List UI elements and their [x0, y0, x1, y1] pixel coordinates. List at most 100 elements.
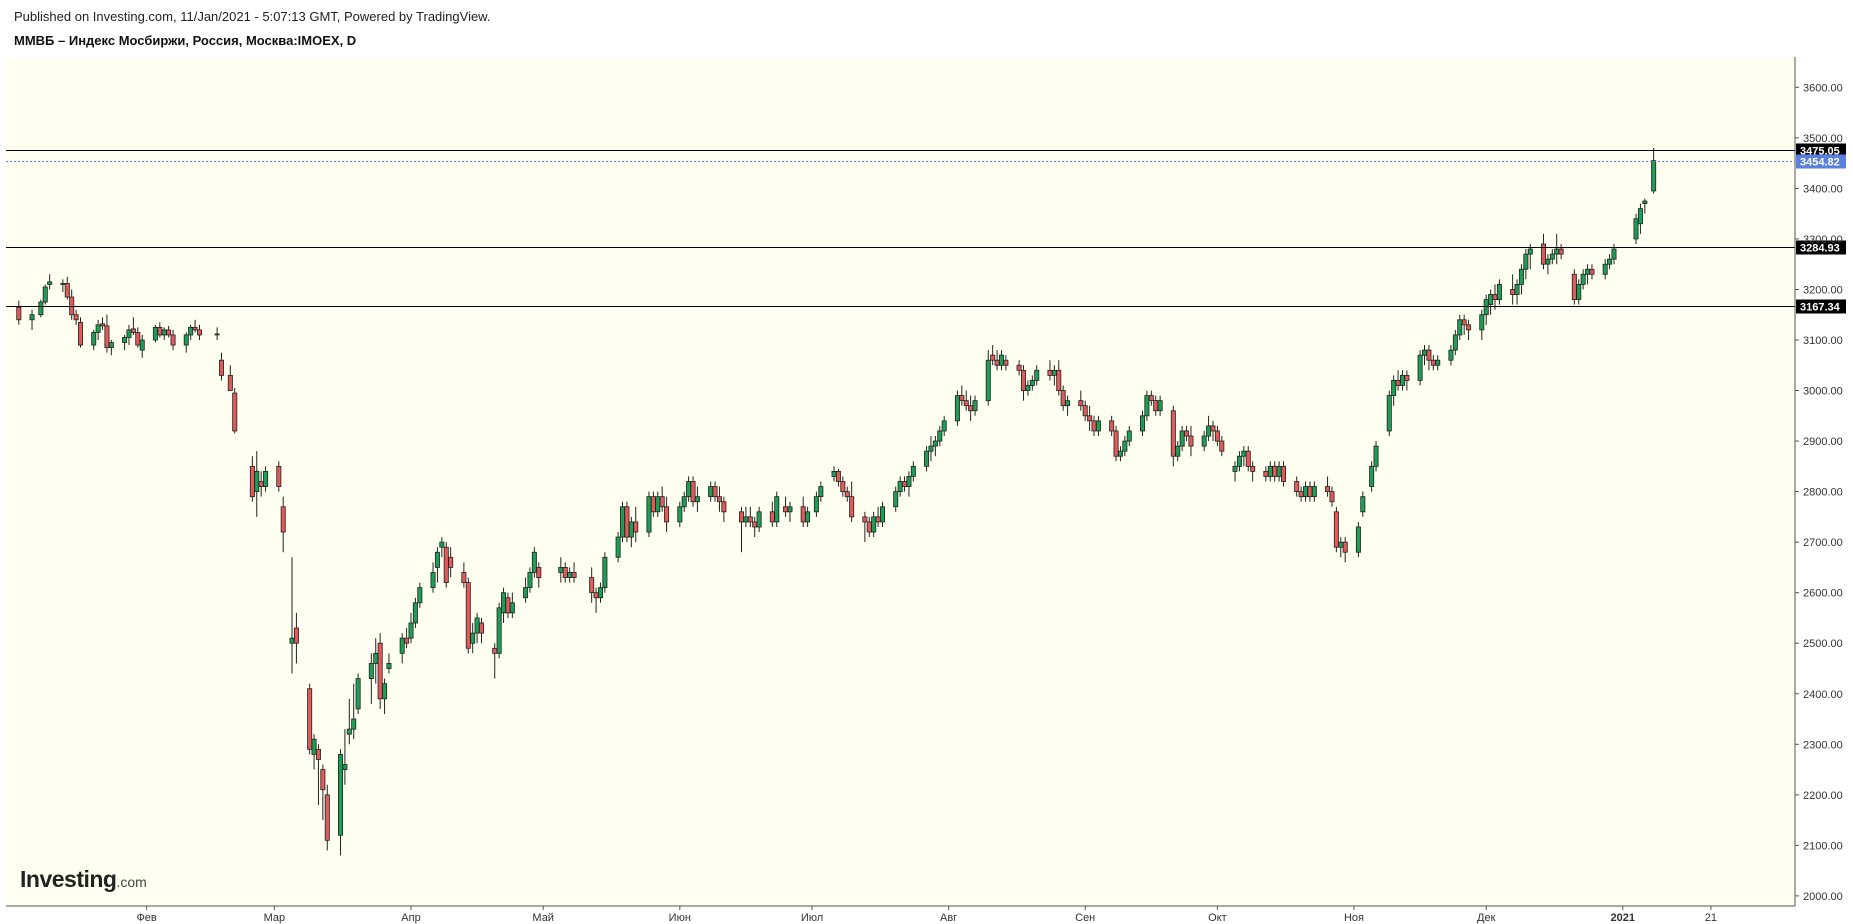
candle [1294, 476, 1300, 497]
candle-body [1034, 369, 1040, 381]
candle [227, 365, 233, 391]
candle [78, 317, 84, 348]
candle-body [800, 506, 806, 523]
candle-body [1488, 294, 1494, 306]
candle [932, 436, 938, 457]
candle-body [78, 321, 84, 346]
candle [937, 425, 943, 447]
candle [527, 567, 533, 593]
candle-body [64, 282, 70, 298]
candle [337, 749, 343, 856]
candle-body [373, 652, 379, 664]
candle-body [1355, 526, 1361, 553]
candle-body [1571, 273, 1577, 300]
candle [1148, 390, 1154, 406]
candle-body [1642, 200, 1648, 204]
candle-body [593, 592, 599, 599]
candle-body [1263, 470, 1269, 477]
candle [104, 314, 110, 353]
price-tick-label: 2500.00 [1803, 638, 1843, 650]
candle [183, 332, 189, 353]
candle [844, 486, 850, 502]
candle [1175, 441, 1181, 462]
candle [42, 284, 48, 305]
candle [1386, 390, 1392, 437]
candle-body [1514, 284, 1520, 295]
candle-body [1386, 395, 1392, 432]
candle-body [293, 627, 299, 644]
price-tick-label: 2800.00 [1803, 487, 1843, 499]
candle [434, 547, 440, 583]
candle [1170, 405, 1176, 467]
candle-body [1065, 400, 1071, 407]
candle [1426, 345, 1432, 371]
candle-body [1109, 420, 1115, 432]
candle-body [1496, 284, 1502, 300]
candle [1214, 425, 1220, 447]
candle [152, 324, 158, 343]
candle [386, 653, 392, 674]
candle-body [589, 577, 595, 594]
candle [1633, 213, 1639, 244]
candle [1201, 430, 1207, 452]
candle-body [910, 465, 916, 477]
candle [166, 325, 172, 338]
candle [130, 317, 136, 335]
candle-body [1540, 243, 1546, 265]
candle-body [1518, 268, 1524, 285]
candle-body [16, 306, 22, 321]
candle [293, 612, 299, 664]
candle [1558, 243, 1564, 260]
candle-body [188, 326, 194, 336]
candle [1087, 405, 1093, 431]
candle-body [738, 511, 744, 523]
candle-body [831, 470, 837, 477]
price-tick-label: 3200.00 [1803, 284, 1843, 296]
candle-body [1122, 440, 1128, 452]
candle [1021, 365, 1027, 401]
time-tick-label: Мар [264, 912, 286, 924]
candle [1025, 380, 1031, 396]
candle-body [399, 637, 405, 654]
candle-body [377, 642, 383, 700]
candle-body [1210, 425, 1216, 432]
candle-body [355, 678, 361, 710]
candle-body [1307, 486, 1313, 498]
candle-body [1338, 541, 1344, 548]
candle-body [122, 337, 128, 343]
logo-sub-text: .com [116, 874, 147, 890]
candle-body [924, 450, 930, 467]
level-label: 3167.34 [1800, 302, 1841, 314]
candle-body [135, 332, 141, 346]
candle-body [1170, 410, 1176, 457]
time-tick-label: Ноя [1344, 912, 1364, 924]
candle-body [1184, 430, 1190, 437]
candle-body [1078, 400, 1084, 407]
candle [1496, 279, 1502, 305]
candle [1034, 365, 1040, 386]
candle [38, 299, 44, 318]
candle-body [108, 342, 114, 348]
candle [276, 461, 282, 492]
price-tick-label: 2100.00 [1803, 840, 1843, 852]
candle-body [386, 663, 392, 669]
candle [1060, 385, 1066, 411]
candle-body [628, 521, 634, 538]
candle-body [664, 506, 670, 523]
candle [355, 673, 361, 714]
candle-body [747, 516, 753, 523]
candle-body [1422, 349, 1428, 356]
candle [1333, 506, 1339, 553]
candle-body [1554, 248, 1560, 255]
candle [1109, 415, 1115, 437]
candle-body [941, 420, 947, 432]
candle [633, 506, 639, 543]
candle-body [862, 516, 868, 523]
candle [721, 496, 727, 522]
candle-body [1510, 289, 1516, 295]
candle-body [774, 496, 780, 523]
candle-body [523, 587, 529, 599]
candle [1417, 350, 1423, 386]
candle [1126, 425, 1132, 447]
